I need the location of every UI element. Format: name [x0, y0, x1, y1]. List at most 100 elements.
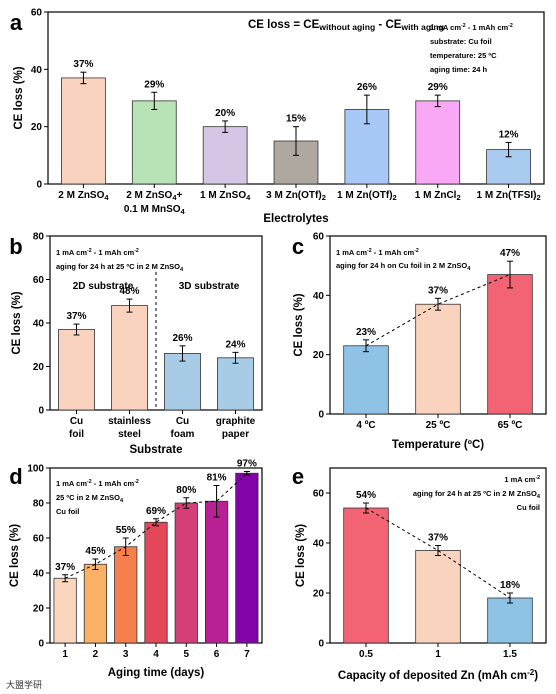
annotation-line-part: -2 — [134, 248, 139, 254]
y-axis-label: CE loss (%) — [9, 524, 21, 587]
x-tick-label-part: 0.1 M MnSO — [124, 204, 181, 215]
x-tick-label: 1.5 — [503, 649, 517, 660]
y-tick-label: 60 — [313, 489, 325, 500]
x-tick-label: 6 — [214, 649, 220, 660]
y-tick-label: 80 — [33, 499, 45, 510]
annotation-line-part: 25 ºC in 2 M ZnSO — [56, 493, 120, 502]
data-label: 81% — [207, 473, 227, 484]
data-label: 37% — [66, 311, 86, 322]
y-tick-label: 40 — [33, 319, 45, 330]
data-label: 26% — [172, 333, 192, 344]
x-tick-label: Cu — [176, 416, 189, 427]
annotation-line: 1 mA cm-2 - 1 mAh cm-2 — [56, 248, 139, 257]
data-label: 12% — [499, 129, 519, 140]
y-tick-label: 0 — [318, 639, 324, 650]
data-label: 29% — [144, 79, 164, 90]
x-tick-label-part: 4 — [181, 207, 186, 216]
annotation-line-part: 1 mA cm — [56, 479, 87, 488]
y-tick-label: 20 — [33, 604, 45, 615]
x-tick-label: 2 — [93, 649, 99, 660]
x-tick-label-part: + — [177, 190, 183, 201]
bar — [202, 126, 248, 185]
data-label: 37% — [55, 562, 75, 573]
y-tick-label: 80 — [33, 232, 45, 243]
formula-text: CE loss = CEwithout aging - CEwith aging — [248, 19, 444, 32]
annotation-line-part: -2 — [535, 475, 540, 481]
data-label: 37% — [428, 285, 448, 296]
x-tick-label: 1 M ZnCl2 — [415, 190, 461, 202]
bar — [61, 77, 106, 185]
annotation-line-part: -2 — [134, 479, 139, 485]
panel-label: e — [292, 464, 304, 489]
y-tick-label: 60 — [313, 232, 325, 243]
annotation-line: aging for 24 h at 25 ºC in 2 M ZnSO4 — [413, 489, 541, 500]
group-label: 3D substrate — [179, 281, 240, 292]
data-label: 20% — [215, 108, 235, 119]
data-label: 29% — [428, 82, 448, 93]
group-label: 2D substrate — [73, 281, 134, 292]
x-tick-label: 0.1 M MnSO4 — [124, 204, 186, 216]
annotation-line-part: -2 — [461, 23, 466, 29]
y-axis-label: CE loss (%) — [11, 291, 23, 354]
annotation-line-part: -2 — [367, 248, 372, 254]
formula-text-part: without aging — [318, 22, 375, 32]
data-label: 55% — [116, 525, 136, 536]
y-axis-label: CE loss (%) — [295, 524, 307, 587]
x-tick-label: 0.5 — [359, 649, 373, 660]
y-tick-label: 20 — [33, 362, 45, 373]
annotation-line-part: 4 — [537, 494, 541, 500]
x-axis-label: Capacity of deposited Zn (mAh cm-2) — [338, 668, 538, 683]
x-tick-label: steel — [118, 429, 141, 440]
bar — [343, 507, 389, 644]
annotation-line: temperature: 25 ºC — [430, 51, 497, 60]
x-tick-label: Cu — [70, 416, 83, 427]
x-axis-label: Aging time (days) — [108, 667, 205, 679]
annotation-line: Cu foil — [56, 507, 79, 516]
bar — [343, 345, 389, 415]
annotation-line-part: 1 mA cm — [504, 475, 535, 484]
bar — [487, 597, 533, 644]
x-tick-label: 3 — [123, 649, 129, 660]
y-tick-label: 0 — [38, 639, 44, 650]
x-axis-label-part: Capacity of deposited Zn (mAh cm — [338, 670, 527, 682]
annotation-line-part: 4 — [120, 498, 124, 504]
bar — [53, 577, 77, 644]
annotation-line-part: -2 — [414, 248, 419, 254]
data-label: 26% — [357, 82, 377, 93]
annotation-line-part: -2 — [87, 248, 92, 254]
y-tick-label: 0 — [38, 406, 44, 417]
annotation-line-part: 4 — [180, 267, 184, 273]
annotation-line: substrate: Cu foil — [430, 37, 492, 46]
x-tick-label: 2 M ZnSO4+ — [126, 190, 182, 202]
annotation-line: 1 mA cm-2 — [504, 475, 540, 484]
x-tick-label: 3 M Zn(OTf)2 — [266, 190, 326, 202]
y-axis-label: CE loss (%) — [13, 66, 25, 129]
data-label: 45% — [85, 546, 105, 557]
y-tick-label: 40 — [313, 539, 325, 550]
y-tick-label: 0 — [36, 180, 42, 191]
bar — [164, 353, 201, 411]
x-tick-label-part: 4 — [104, 193, 109, 202]
annotation-line: 1 mA cm-2 - 1 mAh cm-2 — [430, 23, 513, 32]
annotation-line-part: 1 mA cm — [430, 23, 461, 32]
y-tick-label: 60 — [33, 275, 45, 286]
x-tick-label: 1 — [435, 649, 441, 660]
y-tick-label: 0 — [318, 410, 324, 421]
x-tick-label-part: 2 — [456, 193, 460, 202]
x-tick-label-part: 2 — [393, 193, 397, 202]
x-tick-label: stainless — [108, 416, 151, 427]
annotation-line: 1 mA cm-2 - 1 mAh cm-2 — [336, 248, 419, 257]
formula-text-part: with aging — [400, 22, 444, 32]
x-tick-label: 1 M Zn(TFSI)2 — [476, 190, 540, 202]
y-tick-label: 20 — [31, 122, 43, 133]
data-label: 18% — [500, 580, 520, 591]
y-tick-label: 40 — [31, 65, 43, 76]
annotation-line: aging for 24 h at 25 ºC in 2 M ZnSO4 — [56, 262, 184, 273]
annotation-line-part: - 1 mAh cm — [92, 479, 135, 488]
data-label: 47% — [500, 248, 520, 259]
x-tick-label-part: 2 — [536, 193, 540, 202]
x-tick-label-part: 3 M Zn(OTf) — [266, 190, 322, 201]
data-label: 37% — [428, 533, 448, 544]
bar — [204, 500, 229, 644]
bar — [174, 502, 198, 644]
